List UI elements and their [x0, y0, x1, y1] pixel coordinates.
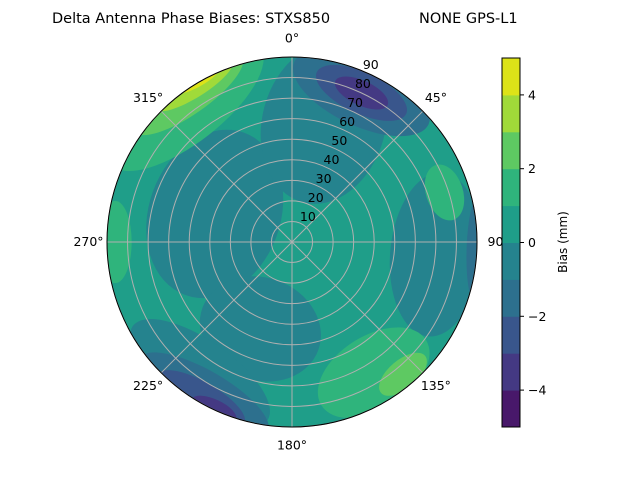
tick-labels: 0° 45° 90 135° 180° 225° 270° 315° 10 20 30 40 50 60 7…: [73, 31, 503, 453]
polar-grid: [106, 56, 478, 428]
colorbar-band: [502, 390, 520, 428]
colorbar-tick-label: −2: [528, 309, 546, 324]
colorbar-label: Bias (mm): [556, 211, 570, 273]
colorbar-band: [502, 316, 520, 354]
angular-tick-label: 315°: [133, 90, 163, 105]
radial-tick-label: 60: [339, 114, 355, 129]
angular-gridline: [160, 110, 293, 243]
radial-tick-label: 20: [308, 190, 324, 205]
colorbar-tick-label: 2: [528, 161, 536, 176]
colorbar-tick-label: 0: [528, 235, 536, 250]
colorbar-band: [502, 94, 520, 133]
contour-region: [379, 352, 427, 396]
angular-gridline: [160, 241, 293, 374]
chart-title-left: Delta Antenna Phase Biases: STXS850: [52, 11, 330, 27]
radial-tick-label: 40: [324, 152, 340, 167]
colorbar-band: [502, 205, 520, 243]
chart-title-right: NONE GPS-L1: [419, 11, 518, 27]
polar-frame: [106, 56, 478, 428]
angular-tick-label: 0°: [285, 31, 299, 46]
angular-tick-label: 90: [488, 234, 504, 249]
radial-tick-label: 80: [355, 76, 371, 91]
colorbar-tick-label: 4: [528, 87, 536, 102]
angular-gridline: [291, 241, 424, 374]
contour-region: [424, 164, 465, 221]
colorbar-band: [502, 279, 520, 317]
angular-tick-label: 180°: [277, 438, 307, 453]
colorbar-band: [502, 168, 520, 207]
angular-tick-label: 225°: [133, 378, 163, 393]
colorbar-band: [502, 131, 520, 170]
radial-tick-label: 30: [316, 171, 332, 186]
radial-tick-label: 50: [331, 133, 347, 148]
colorbar-band: [502, 242, 520, 280]
colorbar: −4 −2 0 2 4: [501, 57, 546, 428]
colorbar-band: [502, 58, 520, 96]
colorbar-tick-label: −4: [528, 383, 546, 398]
angular-tick-label: 45°: [425, 90, 447, 105]
radial-tick-label: 90: [363, 57, 379, 72]
radial-tick-label: 70: [347, 95, 363, 110]
angular-tick-label: 270°: [73, 234, 103, 249]
radial-tick-label: 10: [300, 209, 316, 224]
angular-gridline: [291, 110, 424, 243]
angular-tick-label: 135°: [421, 378, 451, 393]
colorbar-band: [502, 353, 520, 391]
